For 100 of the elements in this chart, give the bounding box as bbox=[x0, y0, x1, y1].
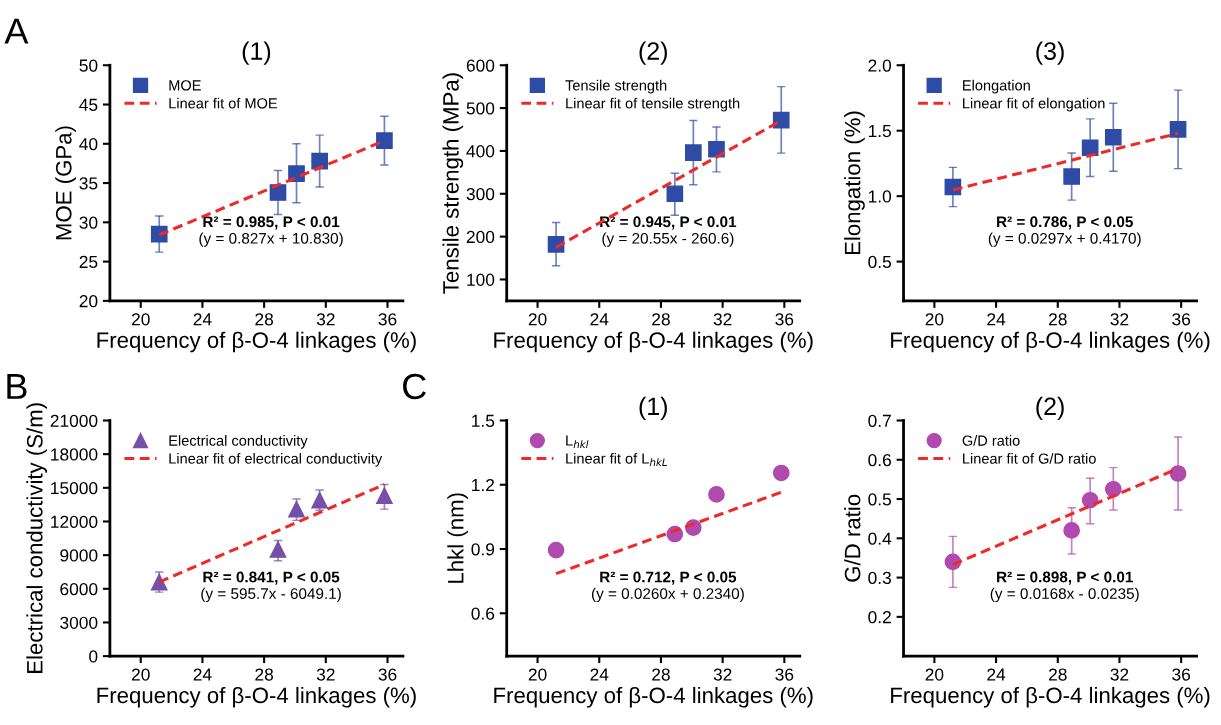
y-tick-label: 0.9 bbox=[471, 543, 495, 556]
chart-title: (3) bbox=[1036, 41, 1064, 65]
y-axis-title: G/D ratio bbox=[844, 494, 861, 582]
legend-label: Linear fit of elongation bbox=[963, 97, 1105, 112]
point bbox=[1104, 480, 1122, 498]
y-tick-label: 0.6 bbox=[471, 607, 495, 620]
x-tick-label: 20 bbox=[131, 668, 150, 681]
point bbox=[1169, 465, 1187, 482]
point bbox=[1169, 121, 1187, 138]
point bbox=[772, 464, 790, 482]
y-tick-label: 400 bbox=[466, 145, 495, 158]
legend-label: MOE bbox=[169, 80, 201, 91]
text: A bbox=[4, 18, 29, 44]
point bbox=[269, 541, 287, 558]
y-axis-title: Lhkl (nm) bbox=[447, 493, 468, 583]
y-tick-label: 1.0 bbox=[868, 190, 892, 203]
x-tick-label: 28 bbox=[1048, 313, 1067, 326]
x-axis-title: Frequency of β-O-4 linkages (%) bbox=[891, 686, 1210, 708]
y-tick-label: 50 bbox=[79, 59, 98, 72]
annotation: (y = 595.7x - 6049.1) bbox=[201, 587, 341, 603]
x-tick-label: 28 bbox=[652, 668, 670, 681]
x-axis-title: Frequency of β-O-4 linkages (%) bbox=[494, 686, 813, 708]
y-tick-label: 45 bbox=[79, 98, 98, 111]
annotation: (y = 0.827x + 10.830) bbox=[199, 232, 343, 247]
x-tick-label: 24 bbox=[193, 668, 212, 681]
x-tick-label: 24 bbox=[987, 313, 1006, 326]
x-tick-label: 20 bbox=[131, 313, 150, 326]
y-tick-label: 2.0 bbox=[868, 59, 892, 72]
x-tick-label: 36 bbox=[378, 313, 397, 326]
annotation: R² = 0.712, P < 0.05 bbox=[600, 571, 737, 585]
point bbox=[311, 152, 328, 170]
x-axis-title: Frequency of β-O-4 linkages (%) bbox=[494, 331, 813, 353]
point bbox=[376, 487, 393, 505]
x-tick-label: 20 bbox=[925, 668, 944, 681]
x-tick-label: 24 bbox=[590, 668, 609, 681]
chart-title: (2) bbox=[1036, 396, 1064, 421]
y-tick-label: 21000 bbox=[50, 414, 98, 427]
text: B bbox=[7, 374, 27, 399]
point bbox=[685, 144, 702, 161]
x-tick-label: 36 bbox=[378, 668, 397, 681]
x-tick-label: 32 bbox=[713, 668, 732, 681]
point bbox=[1063, 168, 1080, 185]
legend-label: Linear fit of L$_{hkL}$ bbox=[566, 452, 667, 466]
x-tick-label: 32 bbox=[316, 668, 335, 681]
x-tick-label: 20 bbox=[925, 313, 944, 326]
x-tick-label: 24 bbox=[193, 313, 212, 326]
y-tick-label: 300 bbox=[466, 187, 495, 201]
x-axis-title: Frequency of β-O-4 linkages (%) bbox=[97, 331, 416, 353]
y-tick-label: 0.3 bbox=[868, 571, 891, 585]
y-tick-label: 0.2 bbox=[868, 611, 891, 624]
x-tick-label: 28 bbox=[255, 313, 274, 326]
y-tick-label: 40 bbox=[79, 137, 98, 151]
y-axis-title: MOE (GPa) bbox=[55, 126, 76, 240]
x-tick-label: 36 bbox=[1172, 668, 1191, 681]
x-tick-label: 28 bbox=[1048, 668, 1067, 681]
y-tick-label: 0 bbox=[89, 650, 98, 663]
annotation: (y = 20.55x - 260.6) bbox=[602, 232, 734, 247]
annotation: R² = 0.841, P < 0.05 bbox=[203, 571, 340, 585]
chart-title: (2) bbox=[639, 41, 667, 65]
y-tick-label: 15000 bbox=[51, 481, 98, 495]
y-tick-label: 30 bbox=[79, 216, 98, 229]
chart-title: (1) bbox=[639, 396, 667, 421]
legend-label: L$_{hkl}$ bbox=[566, 435, 589, 449]
point bbox=[666, 185, 684, 203]
x-tick-label: 24 bbox=[590, 313, 609, 326]
y-tick-label: 100 bbox=[467, 273, 495, 286]
y-axis-title: Tensile strength (MPa) bbox=[442, 73, 464, 294]
x-tick-label: 32 bbox=[713, 313, 732, 326]
annotation: (y = 0.0297x + 0.4170) bbox=[988, 232, 1141, 247]
annotation: R² = 0.898, P < 0.01 bbox=[997, 571, 1133, 585]
x-tick-label: 20 bbox=[528, 668, 547, 681]
x-tick-label: 36 bbox=[775, 668, 794, 681]
legend-label: Elongation bbox=[963, 79, 1030, 94]
y-tick-label: 20 bbox=[79, 295, 98, 308]
annotation: (y = 0.0260x + 0.2340) bbox=[591, 587, 744, 603]
y-tick-label: 1.2 bbox=[472, 478, 495, 492]
y-tick-label: 25 bbox=[79, 255, 98, 269]
legend-label: G/D ratio bbox=[962, 435, 1020, 446]
legend-label: Linear fit of MOE bbox=[169, 97, 278, 109]
y-tick-label: 1.5 bbox=[868, 125, 892, 138]
x-tick-label: 36 bbox=[775, 313, 794, 326]
y-tick-label: 200 bbox=[466, 230, 495, 244]
x-tick-label: 36 bbox=[1172, 313, 1191, 326]
point bbox=[1063, 522, 1080, 539]
point bbox=[288, 500, 305, 518]
point bbox=[708, 486, 725, 503]
x-axis-title: Frequency of β-O-4 linkages (%) bbox=[97, 686, 416, 708]
y-tick-label: 0.4 bbox=[868, 532, 892, 545]
x-tick-label: 32 bbox=[1110, 313, 1129, 326]
point bbox=[150, 573, 168, 591]
x-axis-title: Frequency of β-O-4 linkages (%) bbox=[891, 331, 1210, 353]
y-tick-label: 600 bbox=[466, 59, 495, 72]
annotation: R² = 0.786, P < 0.05 bbox=[997, 216, 1133, 230]
legend-label: Electrical conductivity bbox=[169, 435, 308, 449]
point bbox=[772, 111, 790, 129]
y-tick-label: 0.7 bbox=[868, 414, 891, 427]
x-tick-label: 28 bbox=[255, 668, 274, 681]
y-tick-label: 9000 bbox=[60, 549, 98, 562]
y-tick-label: 6000 bbox=[60, 582, 98, 596]
chart-title: (1) bbox=[242, 41, 271, 65]
